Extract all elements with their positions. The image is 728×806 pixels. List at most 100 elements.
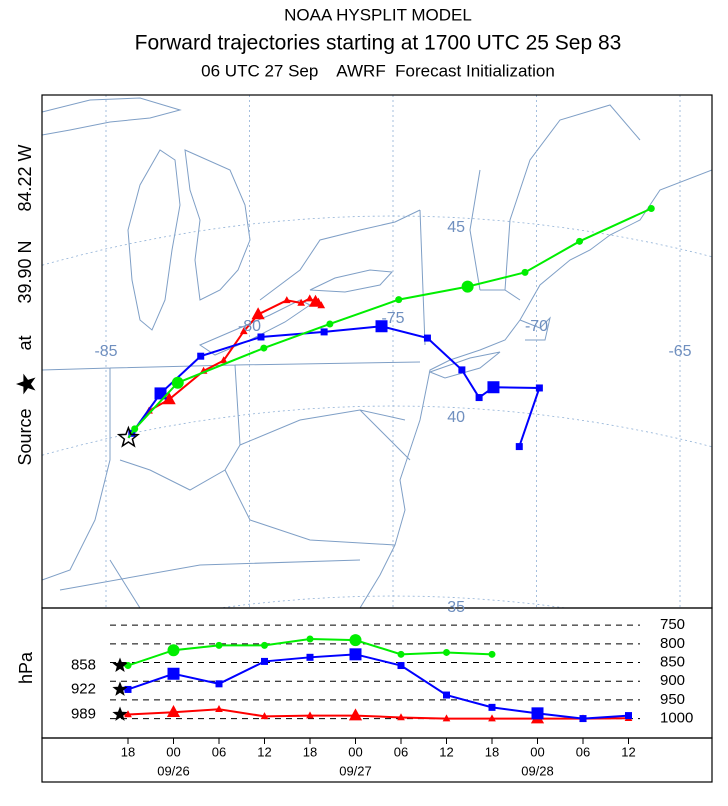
level-label: 800	[660, 635, 685, 652]
source-star	[16, 373, 36, 395]
start-height: 922	[71, 680, 96, 697]
level-label: 900	[660, 672, 685, 689]
time-label: 12	[257, 744, 271, 759]
map-layer	[42, 95, 712, 608]
source-label: Source at 39.90 N 84.22 W	[15, 144, 36, 466]
marker	[197, 352, 205, 360]
marker	[535, 384, 543, 392]
subtitle-2: 06 UTC 27 Sep AWRF Forecast Initializati…	[201, 61, 555, 80]
marker	[475, 394, 483, 402]
basemap	[42, 97, 712, 608]
marker	[349, 634, 362, 647]
marker	[521, 268, 529, 276]
source-lon: 84.22 W	[15, 144, 35, 211]
parallel	[42, 215, 712, 266]
lon-label: -75	[381, 310, 404, 327]
marker	[239, 327, 248, 335]
marker	[305, 294, 314, 302]
time-label: 00	[530, 744, 544, 759]
lon-label: -80	[238, 318, 261, 335]
marker	[395, 296, 403, 304]
lake-michigan	[127, 149, 181, 331]
time-label: 18	[485, 744, 499, 759]
cape-cod	[519, 316, 551, 341]
marker	[375, 320, 388, 333]
marker	[257, 333, 265, 341]
date-label: 09/28	[521, 763, 554, 778]
parallel	[42, 405, 712, 456]
source-marker	[112, 681, 128, 696]
marker	[306, 711, 314, 719]
marker	[488, 714, 496, 722]
marker	[282, 296, 291, 304]
marker	[349, 648, 362, 661]
source-text: Source	[15, 408, 35, 465]
height-profile	[120, 653, 629, 720]
start-height: 858	[71, 656, 96, 673]
y-axis-label: hPa	[16, 651, 36, 684]
trajectory	[127, 207, 652, 439]
lat-label: 45	[447, 219, 465, 236]
marker	[167, 644, 180, 657]
trajectory	[127, 297, 323, 439]
marker	[397, 650, 405, 658]
marker	[171, 376, 184, 389]
subtitle: Forward trajectories starting at 1700 UT…	[135, 32, 622, 55]
marker	[314, 297, 323, 305]
time-label: 12	[621, 744, 635, 759]
lat-label: 35	[447, 599, 465, 616]
marker	[443, 691, 450, 699]
lon-label: -70	[525, 318, 548, 335]
parallel	[217, 595, 569, 608]
marker	[154, 387, 167, 400]
at-text: at	[15, 335, 35, 350]
marker	[458, 366, 466, 374]
height-profile	[120, 638, 493, 667]
marker	[215, 705, 223, 713]
marker	[515, 443, 523, 451]
marker	[625, 712, 632, 720]
time-label: 00	[348, 744, 362, 759]
source-marker	[112, 657, 128, 672]
lon-label: -65	[668, 343, 691, 360]
title: NOAA HYSPLIT MODEL	[284, 5, 472, 24]
level-label: 1000	[660, 710, 693, 727]
marker	[297, 298, 306, 306]
marker	[219, 356, 228, 364]
marker	[260, 712, 269, 720]
level-label: 950	[660, 691, 685, 708]
marker	[124, 685, 132, 693]
time-label: 18	[121, 744, 135, 759]
marker	[326, 320, 334, 328]
lon-label: -85	[94, 343, 117, 360]
marker	[166, 705, 181, 718]
marker	[131, 425, 139, 433]
marker	[461, 280, 474, 293]
time-label: 06	[212, 744, 226, 759]
marker	[397, 713, 405, 721]
level-label: 750	[660, 616, 685, 633]
marker	[442, 714, 451, 722]
map-frame	[41, 94, 713, 609]
time-label: 00	[166, 744, 180, 759]
height-profile	[120, 708, 629, 720]
marker	[215, 641, 223, 649]
lake-superior	[42, 97, 182, 136]
marker	[306, 653, 314, 661]
marker	[317, 301, 326, 309]
time-label: 18	[303, 744, 317, 759]
marker	[579, 715, 587, 723]
trajectory	[127, 325, 541, 447]
time-label: 12	[439, 744, 453, 759]
marker	[261, 641, 268, 649]
start-height: 989	[71, 705, 96, 722]
marker	[306, 635, 314, 643]
marker	[531, 707, 544, 720]
lake-ontario	[309, 269, 394, 293]
lat-label: 40	[447, 409, 465, 426]
marker	[162, 392, 176, 405]
marker	[423, 334, 431, 342]
marker	[261, 657, 268, 665]
